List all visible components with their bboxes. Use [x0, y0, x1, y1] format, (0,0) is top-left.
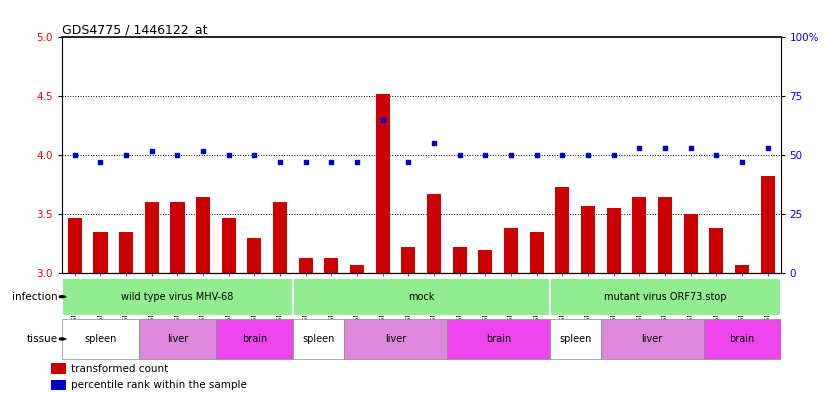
Bar	[704, 319, 781, 359]
Bar	[196, 196, 210, 273]
Bar	[555, 187, 569, 273]
Point	[273, 159, 287, 165]
Bar	[221, 218, 236, 273]
Point	[197, 147, 210, 154]
Point	[376, 117, 389, 123]
Bar	[62, 278, 293, 316]
Bar	[710, 228, 724, 273]
Bar	[601, 319, 704, 359]
Point	[325, 159, 338, 165]
Text: spleen: spleen	[302, 334, 335, 344]
Bar	[529, 232, 544, 273]
Text: spleen: spleen	[84, 334, 116, 344]
Bar	[606, 208, 621, 273]
Bar	[62, 273, 781, 393]
Bar	[427, 194, 441, 273]
Bar	[119, 232, 133, 273]
Text: infection: infection	[12, 292, 58, 302]
Point	[171, 152, 184, 158]
Bar	[344, 319, 447, 359]
Bar	[549, 319, 601, 359]
Point	[350, 159, 363, 165]
Point	[120, 152, 133, 158]
Text: liver: liver	[642, 334, 663, 344]
Bar	[273, 202, 287, 273]
Text: GDS4775 / 1446122_at: GDS4775 / 1446122_at	[62, 23, 207, 36]
Point	[94, 159, 107, 165]
Text: brain: brain	[486, 334, 510, 344]
Bar	[478, 250, 492, 273]
Bar	[145, 202, 159, 273]
Point	[69, 152, 82, 158]
Text: transformed count: transformed count	[71, 364, 169, 373]
Point	[658, 145, 672, 151]
Text: spleen: spleen	[559, 334, 591, 344]
Bar	[658, 196, 672, 273]
Text: brain: brain	[729, 334, 755, 344]
Point	[556, 152, 569, 158]
Bar	[216, 319, 293, 359]
Point	[299, 159, 312, 165]
Bar	[401, 247, 415, 273]
Bar	[51, 364, 66, 374]
Bar	[93, 232, 107, 273]
Bar	[447, 319, 549, 359]
Point	[633, 145, 646, 151]
Bar	[761, 176, 775, 273]
Text: percentile rank within the sample: percentile rank within the sample	[71, 380, 247, 390]
Point	[505, 152, 518, 158]
Point	[453, 152, 467, 158]
Bar	[299, 258, 313, 273]
Bar	[350, 265, 364, 273]
Text: mutant virus ORF73.stop: mutant virus ORF73.stop	[604, 292, 726, 302]
Bar	[62, 319, 139, 359]
Point	[479, 152, 492, 158]
Point	[607, 152, 620, 158]
Bar	[139, 319, 216, 359]
Bar	[170, 202, 184, 273]
Point	[684, 145, 697, 151]
Bar	[633, 196, 647, 273]
Bar	[504, 228, 518, 273]
Bar	[684, 214, 698, 273]
Point	[145, 147, 159, 154]
Bar	[293, 319, 344, 359]
Point	[735, 159, 748, 165]
Text: mock: mock	[408, 292, 434, 302]
Point	[761, 145, 774, 151]
Text: wild type virus MHV-68: wild type virus MHV-68	[121, 292, 234, 302]
Text: brain: brain	[242, 334, 267, 344]
Bar	[247, 238, 262, 273]
Text: liver: liver	[385, 334, 406, 344]
Bar	[293, 278, 549, 316]
Bar	[68, 218, 82, 273]
Point	[401, 159, 415, 165]
Bar	[453, 247, 467, 273]
Bar	[376, 94, 390, 273]
Bar	[581, 206, 596, 273]
Point	[530, 152, 544, 158]
Point	[582, 152, 595, 158]
Bar	[735, 265, 749, 273]
Text: liver: liver	[167, 334, 188, 344]
Point	[248, 152, 261, 158]
Point	[222, 152, 235, 158]
Text: tissue: tissue	[26, 334, 58, 344]
Point	[710, 152, 723, 158]
Bar	[549, 278, 781, 316]
Point	[428, 140, 441, 147]
Bar	[51, 380, 66, 390]
Bar	[325, 258, 339, 273]
